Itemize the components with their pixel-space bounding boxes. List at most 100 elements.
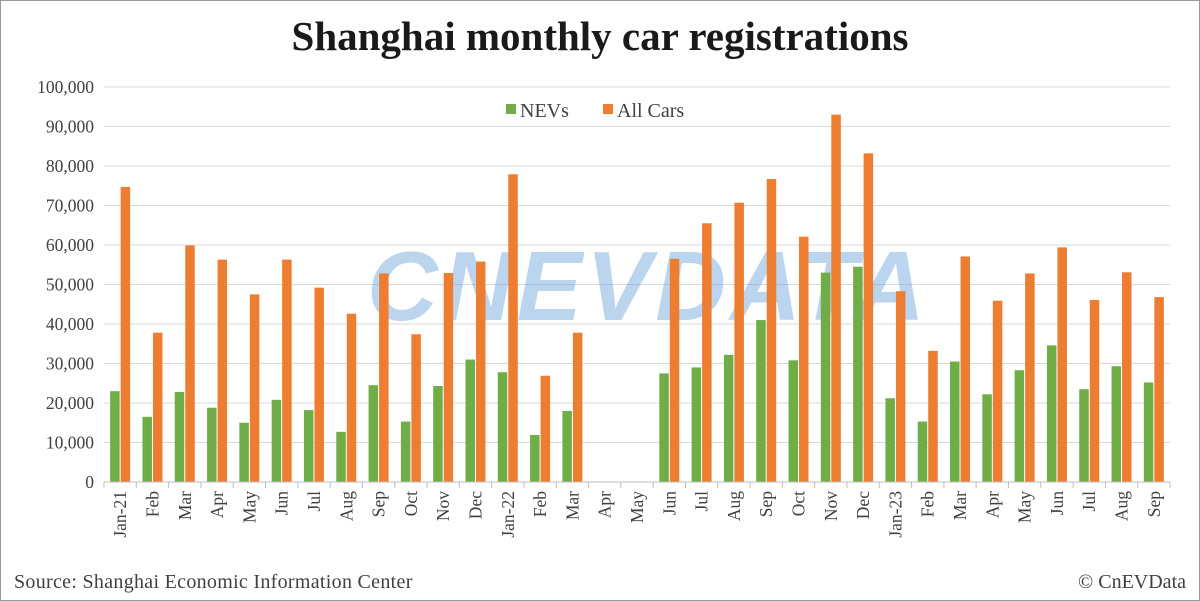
bar-nevs-29 bbox=[1046, 345, 1057, 482]
y-tick-label: 80,000 bbox=[46, 156, 94, 176]
x-tick-label: Nov bbox=[821, 491, 841, 521]
bar-all-cars-30 bbox=[1089, 299, 1100, 482]
x-tick-label: May bbox=[1015, 491, 1035, 523]
bar-nevs-30 bbox=[1079, 389, 1089, 482]
x-tick-label: Mar bbox=[175, 491, 195, 520]
bar-nevs-5 bbox=[271, 399, 282, 482]
x-tick-label: Oct bbox=[789, 491, 809, 516]
bar-nevs-19 bbox=[723, 354, 734, 482]
bar-nevs-4 bbox=[239, 422, 249, 482]
bar-all-cars-14 bbox=[572, 332, 583, 482]
x-tick-label: Aug bbox=[336, 491, 356, 521]
bar-nevs-9 bbox=[400, 421, 411, 482]
bar-nevs-17 bbox=[659, 373, 669, 482]
bar-all-cars-4 bbox=[249, 294, 260, 482]
y-tick-label: 30,000 bbox=[46, 354, 94, 374]
x-tick-label: Jun bbox=[272, 491, 292, 516]
bar-all-cars-19 bbox=[734, 202, 744, 483]
chart-title: Shanghai monthly car registrations bbox=[291, 13, 909, 59]
legend-swatch-nevs bbox=[506, 104, 516, 114]
bar-nevs-27 bbox=[982, 394, 992, 482]
x-tick-label: Aug bbox=[1112, 491, 1132, 521]
bar-nevs-24 bbox=[885, 398, 895, 482]
y-tick-label: 90,000 bbox=[46, 117, 94, 137]
x-tick-label: Feb bbox=[142, 491, 162, 518]
bar-all-cars-32 bbox=[1154, 297, 1164, 482]
x-tick-label: Apr bbox=[207, 491, 227, 518]
legend: NEVs All Cars bbox=[506, 100, 684, 122]
bar-all-cars-21 bbox=[799, 236, 809, 482]
x-tick-label: Dec bbox=[465, 491, 485, 519]
x-tick-label: Apr bbox=[982, 491, 1002, 518]
x-tick-label: Jul bbox=[692, 491, 712, 512]
bar-all-cars-0 bbox=[120, 186, 131, 482]
bar-all-cars-13 bbox=[540, 375, 551, 482]
x-tick-label: Jan-22 bbox=[498, 491, 518, 538]
bar-all-cars-28 bbox=[1025, 273, 1035, 482]
x-tick-label: Mar bbox=[950, 491, 970, 520]
y-tick-label: 50,000 bbox=[46, 275, 94, 295]
bar-all-cars-1 bbox=[152, 332, 163, 482]
x-tick-label: May bbox=[239, 491, 259, 523]
bar-nevs-28 bbox=[1014, 370, 1025, 482]
bar-nevs-2 bbox=[174, 391, 185, 482]
bar-nevs-12 bbox=[497, 372, 508, 482]
x-tick-label: Sep bbox=[756, 491, 776, 518]
legend-swatch-all-cars bbox=[603, 104, 613, 114]
bar-all-cars-27 bbox=[992, 300, 1003, 482]
bar-all-cars-8 bbox=[379, 273, 389, 482]
x-tick-label: Aug bbox=[724, 491, 744, 521]
y-tick-label: 60,000 bbox=[46, 235, 94, 255]
y-axis-ticks: 0 10,000 20,000 30,000 40,000 50,000 60,000 70,… bbox=[37, 77, 94, 492]
bar-all-cars-9 bbox=[411, 334, 421, 482]
y-tick-label: 70,000 bbox=[46, 196, 94, 216]
bar-all-cars-2 bbox=[185, 245, 195, 482]
x-axis-ticks: Jan-21 Feb Mar Apr May Jun Jul Aug Sep Oct Nov Dec J… bbox=[110, 491, 1164, 538]
bar-all-cars-7 bbox=[346, 313, 357, 482]
bar-nevs-10 bbox=[433, 386, 443, 482]
x-tick-label: Jun bbox=[659, 491, 679, 516]
x-tick-label: Nov bbox=[433, 491, 453, 521]
x-tick-label: Feb bbox=[530, 491, 550, 518]
y-tick-label: 0 bbox=[85, 472, 94, 492]
axes bbox=[103, 481, 1171, 488]
bar-all-cars-24 bbox=[895, 291, 906, 482]
bar-nevs-18 bbox=[691, 367, 702, 482]
bar-all-cars-12 bbox=[508, 174, 518, 483]
bar-nevs-1 bbox=[142, 416, 152, 482]
bar-nevs-20 bbox=[756, 320, 766, 482]
bar-nevs-11 bbox=[465, 359, 475, 482]
bar-nevs-26 bbox=[950, 361, 960, 482]
bar-all-cars-26 bbox=[960, 256, 971, 482]
x-tick-label: Sep bbox=[1144, 491, 1164, 518]
x-tick-label: Jun bbox=[1047, 491, 1067, 516]
x-tick-label: May bbox=[627, 491, 647, 523]
bar-all-cars-3 bbox=[217, 259, 228, 482]
bar-nevs-25 bbox=[917, 421, 928, 482]
y-tick-label: 100,000 bbox=[37, 77, 94, 97]
x-tick-label: Feb bbox=[918, 491, 938, 518]
bar-all-cars-29 bbox=[1057, 247, 1067, 482]
x-tick-label: Dec bbox=[853, 491, 873, 519]
bar-all-cars-17 bbox=[669, 258, 680, 482]
bar-all-cars-23 bbox=[863, 153, 874, 483]
x-tick-label: Oct bbox=[401, 491, 421, 516]
bar-nevs-23 bbox=[853, 266, 863, 482]
x-tick-label: Jan-23 bbox=[885, 491, 905, 538]
bars bbox=[110, 114, 1164, 483]
bar-all-cars-10 bbox=[443, 273, 454, 482]
bar-all-cars-20 bbox=[766, 179, 777, 482]
bar-nevs-8 bbox=[368, 385, 379, 482]
bar-nevs-32 bbox=[1143, 382, 1154, 482]
bar-nevs-21 bbox=[788, 360, 799, 482]
copyright-note: © CnEVData bbox=[1078, 571, 1186, 593]
bar-nevs-31 bbox=[1111, 366, 1122, 482]
gridlines bbox=[104, 86, 1170, 443]
x-tick-label: Jul bbox=[304, 491, 324, 512]
bar-nevs-13 bbox=[530, 434, 540, 482]
x-tick-label: Apr bbox=[595, 491, 615, 518]
bar-all-cars-25 bbox=[928, 350, 938, 482]
bar-nevs-7 bbox=[336, 431, 346, 482]
